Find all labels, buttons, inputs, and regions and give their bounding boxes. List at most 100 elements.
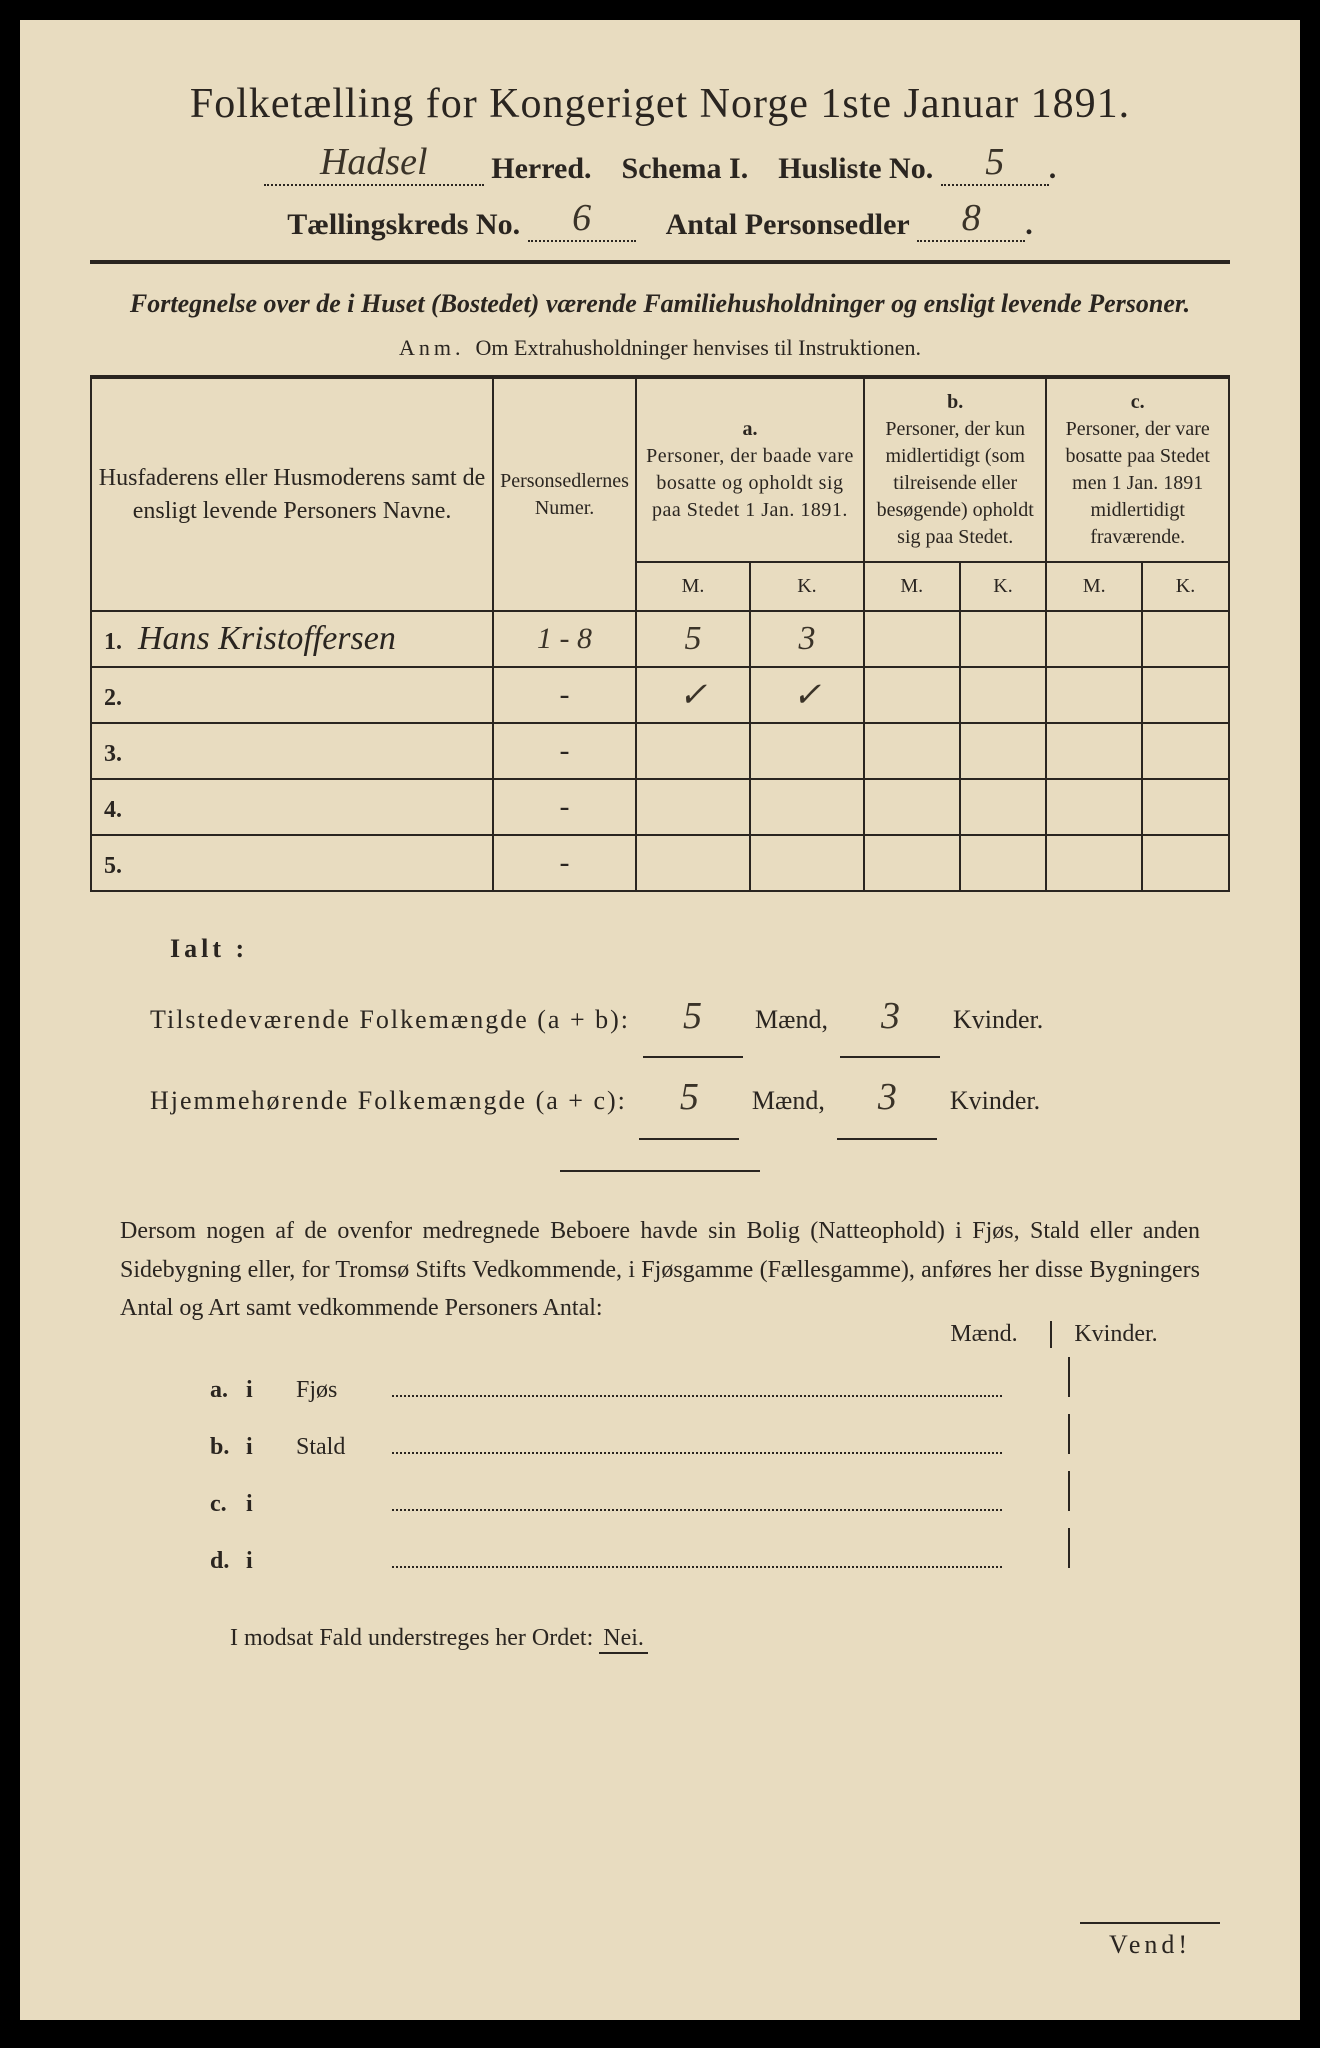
header-line-1: Hadsel Herred. Schema I. Husliste No. 5.: [90, 140, 1230, 186]
a-m-cell: 5: [636, 611, 750, 667]
c-k-cell: [1142, 723, 1229, 779]
a-k-cell: 3: [750, 611, 864, 667]
name-cell: 5.: [91, 835, 493, 891]
kreds-value: 6: [532, 196, 632, 240]
kvinder-1: Kvinder.: [953, 1005, 1043, 1034]
col-head-num: Personsedlernes Numer.: [493, 378, 636, 611]
vend-label: Vend!: [1080, 1922, 1220, 1960]
b-m-cell: [864, 723, 960, 779]
building-row: b. i Stald: [210, 1414, 1170, 1471]
col-b-label: b.: [871, 389, 1039, 416]
tilstede-row: Tilstedeværende Folkemængde (a + b): 5 M…: [150, 977, 1190, 1059]
col-c-text: Personer, der vare bosatte paa Stedet me…: [1053, 416, 1222, 551]
husliste-value: 5: [945, 140, 1045, 184]
sedler-cell: -: [493, 835, 636, 891]
building-headers: Mænd. Kvinder.: [924, 1321, 1170, 1348]
kvinder-2: Kvinder.: [950, 1086, 1040, 1115]
b-k-cell: [960, 835, 1047, 891]
col-head-b: b. Personer, der kun midlertidigt (som t…: [864, 378, 1046, 562]
col-head-name: Husfaderens eller Husmoderens samt de en…: [91, 378, 493, 611]
col-head-c: c. Personer, der vare bosatte paa Stedet…: [1046, 378, 1229, 562]
table-row: 4. -: [91, 779, 1229, 835]
schema-label: Schema I.: [622, 152, 749, 185]
c-m-cell: [1046, 779, 1142, 835]
main-table: Husfaderens eller Husmoderens samt de en…: [90, 377, 1230, 892]
building-row: a. i Fjøs: [210, 1357, 1170, 1414]
c-m-cell: [1046, 667, 1142, 723]
a-m-cell: [636, 835, 750, 891]
mk-b-m: M.: [864, 562, 960, 611]
c-k-cell: [1142, 667, 1229, 723]
name-cell: 4.: [91, 779, 493, 835]
ialt-label: Ialt :: [170, 922, 1190, 977]
antal-value: 8: [921, 196, 1021, 240]
totals-section: Ialt : Tilstedeværende Folkemængde (a + …: [130, 922, 1190, 1140]
sedler-cell: -: [493, 723, 636, 779]
a-k-cell: [750, 723, 864, 779]
hjemme-row: Hjemmehørende Folkemængde (a + c): 5 Mæn…: [150, 1058, 1190, 1140]
a-k-cell: ✓: [750, 667, 864, 723]
mk-a-k: K.: [750, 562, 864, 611]
maend-2: Mænd,: [752, 1086, 825, 1115]
col-a-text: Personer, der baade vare bosatte og opho…: [643, 443, 857, 524]
antal-label: Antal Personsedler: [666, 208, 910, 241]
a-m-cell: [636, 779, 750, 835]
anm-note: Anm. Om Extrahusholdninger henvises til …: [90, 335, 1230, 361]
building-row: d. i: [210, 1528, 1170, 1585]
a-k-cell: [750, 835, 864, 891]
mk-b-k: K.: [960, 562, 1047, 611]
bh-maend: Mænd.: [924, 1321, 1044, 1348]
table-row: 5. -: [91, 835, 1229, 891]
hjemme-label: Hjemmehørende Folkemængde (a + c):: [150, 1086, 627, 1115]
mk-a-m: M.: [636, 562, 750, 611]
header-line-2: Tællingskreds No. 6 Antal Personsedler 8…: [90, 196, 1230, 242]
tilstede-label: Tilstedeværende Folkemængde (a + b):: [150, 1005, 630, 1034]
husliste-label: Husliste No.: [778, 152, 933, 185]
anm-prefix: Anm.: [399, 335, 465, 360]
hjemme-k: 3: [837, 1058, 937, 1138]
building-paragraph: Dersom nogen af de ovenfor medregnede Be…: [120, 1212, 1200, 1327]
sedler-cell: 1 - 8: [493, 611, 636, 667]
a-k-cell: [750, 779, 864, 835]
herred-label: Herred.: [491, 152, 591, 185]
c-m-cell: [1046, 723, 1142, 779]
b-k-cell: [960, 779, 1047, 835]
col-c-label: c.: [1053, 389, 1222, 416]
building-row: c. i: [210, 1471, 1170, 1528]
table-row: 2. - ✓ ✓: [91, 667, 1229, 723]
b-m-cell: [864, 835, 960, 891]
b-k-cell: [960, 667, 1047, 723]
b-k-cell: [960, 723, 1047, 779]
herred-value: Hadsel: [320, 140, 428, 184]
b-m-cell: [864, 779, 960, 835]
nei-line: I modsat Fald understreges her Ordet: Ne…: [230, 1625, 1230, 1654]
c-m-cell: [1046, 835, 1142, 891]
anm-text: Om Extrahusholdninger henvises til Instr…: [476, 335, 921, 360]
sedler-cell: -: [493, 779, 636, 835]
sedler-cell: -: [493, 667, 636, 723]
mk-c-k: K.: [1142, 562, 1229, 611]
c-k-cell: [1142, 779, 1229, 835]
a-m-cell: [636, 723, 750, 779]
c-m-cell: [1046, 611, 1142, 667]
nei-word: Nei.: [599, 1625, 648, 1654]
b-m-cell: [864, 611, 960, 667]
bh-kvinder: Kvinder.: [1050, 1321, 1170, 1348]
subtitle: Fortegnelse over de i Huset (Bostedet) v…: [90, 284, 1230, 323]
b-k-cell: [960, 611, 1047, 667]
name-cell: 1. Hans Kristoffersen: [91, 611, 493, 667]
c-k-cell: [1142, 611, 1229, 667]
mk-c-m: M.: [1046, 562, 1142, 611]
kreds-label: Tællingskreds No.: [287, 208, 520, 241]
rule-3: [560, 1170, 760, 1172]
a-m-cell: ✓: [636, 667, 750, 723]
rule-1: [90, 260, 1230, 264]
col-head-a: a. Personer, der baade vare bosatte og o…: [636, 378, 864, 562]
tilstede-k: 3: [840, 977, 940, 1057]
name-cell: 2.: [91, 667, 493, 723]
b-m-cell: [864, 667, 960, 723]
building-table: Mænd. Kvinder. a. i Fjøs b. i Stald c. i…: [210, 1357, 1170, 1585]
col-a-label: a.: [643, 416, 857, 443]
table-row: 1. Hans Kristoffersen 1 - 8 5 3: [91, 611, 1229, 667]
census-form-page: Folketælling for Kongeriget Norge 1ste J…: [20, 20, 1300, 2020]
